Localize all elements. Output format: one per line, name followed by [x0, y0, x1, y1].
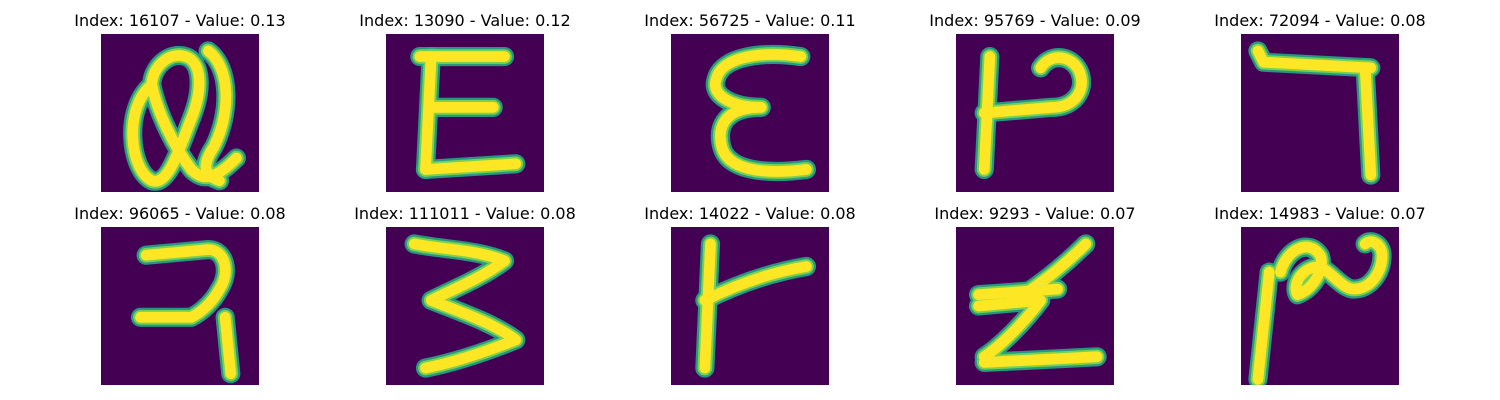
- panel-4: Index: 95769 - Value: 0.09: [915, 12, 1155, 197]
- glyph-image: [101, 227, 259, 385]
- panel-title: Index: 95769 - Value: 0.09: [929, 11, 1141, 30]
- glyph-stroke: [699, 261, 812, 306]
- glyph-image: [671, 34, 829, 192]
- panel-2: Index: 13090 - Value: 0.12: [345, 12, 585, 197]
- glyph-stroke: [135, 244, 231, 323]
- panel-9: Index: 9293 - Value: 0.07: [915, 205, 1155, 390]
- panel-title: Index: 14022 - Value: 0.08: [644, 204, 856, 223]
- panel-6: Index: 96065 - Value: 0.08: [60, 205, 300, 390]
- glyph-stroke: [200, 45, 232, 187]
- panel-title: Index: 16107 - Value: 0.13: [74, 11, 286, 30]
- glyph-image: [101, 34, 259, 192]
- glyph-stroke: [978, 52, 1087, 119]
- glyph-stroke: [420, 51, 437, 175]
- glyph-stroke: [420, 158, 522, 175]
- glyph-stroke: [978, 351, 1103, 368]
- glyph-stroke: [1359, 62, 1377, 181]
- panel-title: Index: 111011 - Value: 0.08: [354, 204, 576, 223]
- glyph-image: [1241, 34, 1399, 192]
- panel-title: Index: 13090 - Value: 0.12: [359, 11, 571, 30]
- glyph-stroke: [1275, 236, 1388, 301]
- panel-title: Index: 96065 - Value: 0.08: [74, 204, 286, 223]
- panel-10: Index: 14983 - Value: 0.07: [1200, 205, 1440, 390]
- glyph-stroke: [127, 50, 242, 187]
- panel-title: Index: 72094 - Value: 0.08: [1214, 11, 1426, 30]
- glyph-stroke: [699, 238, 716, 374]
- panel-title: Index: 9293 - Value: 0.07: [934, 204, 1136, 223]
- glyph-stroke: [973, 283, 1063, 301]
- glyph-image: [386, 34, 544, 192]
- glyph-image: [956, 34, 1114, 192]
- glyph-stroke: [709, 49, 812, 177]
- panel-title: Index: 14983 - Value: 0.07: [1214, 204, 1426, 223]
- glyph-stroke: [1252, 45, 1377, 74]
- glyph-image: [386, 227, 544, 385]
- glyph-stroke: [1252, 266, 1275, 385]
- glyph-image: [956, 227, 1114, 385]
- panel-3: Index: 56725 - Value: 0.11: [630, 12, 870, 197]
- glyph-stroke: [973, 294, 1047, 363]
- glyph-image: [1241, 227, 1399, 385]
- glyph-image: [671, 227, 829, 385]
- panel-8: Index: 14022 - Value: 0.08: [630, 205, 870, 390]
- glyph-stroke: [408, 238, 522, 374]
- glyph-stroke: [219, 311, 237, 380]
- panel-5: Index: 72094 - Value: 0.08: [1200, 12, 1440, 197]
- panel-title: Index: 56725 - Value: 0.11: [644, 11, 856, 30]
- panel-7: Index: 111011 - Value: 0.08: [345, 205, 585, 390]
- panel-1: Index: 16107 - Value: 0.13: [60, 12, 300, 197]
